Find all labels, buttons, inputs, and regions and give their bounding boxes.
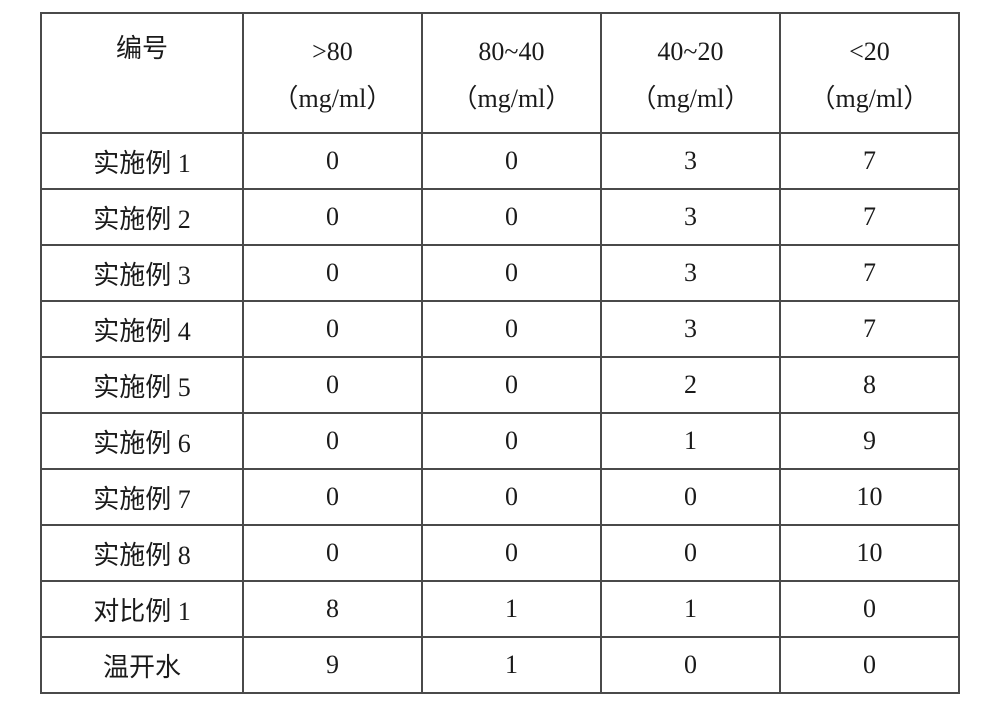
table-row: 对比例 1 8 1 1 0	[41, 581, 959, 637]
cell-value: 10	[780, 469, 959, 525]
cell-value: 2	[601, 357, 780, 413]
cell-value: 7	[780, 245, 959, 301]
cell-label: 对比例 1	[41, 581, 243, 637]
cell-value: 0	[422, 357, 601, 413]
cell-label: 实施例 7	[41, 469, 243, 525]
cell-value: 8	[243, 581, 422, 637]
cell-value: 0	[422, 189, 601, 245]
cell-value: 0	[243, 469, 422, 525]
cell-label: 实施例 1	[41, 133, 243, 189]
cell-value: 0	[243, 245, 422, 301]
cell-value: 0	[422, 301, 601, 357]
cell-value: 0	[422, 469, 601, 525]
cell-value: 0	[243, 189, 422, 245]
table-row: 实施例 2 0 0 3 7	[41, 189, 959, 245]
col-header-gt80-unit: （mg/ml）	[273, 84, 393, 113]
table-container: 编号 >80 （mg/ml） 80~40 （mg/ml） 40~20 （mg/m…	[0, 0, 1000, 706]
cell-label: 实施例 3	[41, 245, 243, 301]
cell-value: 3	[601, 245, 780, 301]
col-header-lt20: <20 （mg/ml）	[780, 13, 959, 133]
cell-value: 0	[243, 301, 422, 357]
cell-value: 0	[243, 357, 422, 413]
col-header-gt80: >80 （mg/ml）	[243, 13, 422, 133]
cell-value: 3	[601, 301, 780, 357]
col-header-80-40: 80~40 （mg/ml）	[422, 13, 601, 133]
cell-value: 0	[422, 133, 601, 189]
cell-value: 0	[601, 469, 780, 525]
table-row: 实施例 3 0 0 3 7	[41, 245, 959, 301]
cell-value: 7	[780, 189, 959, 245]
cell-value: 7	[780, 133, 959, 189]
table-row: 实施例 8 0 0 0 10	[41, 525, 959, 581]
col-header-80-40-label: 80~40	[478, 37, 544, 66]
table-row: 实施例 5 0 0 2 8	[41, 357, 959, 413]
col-header-40-20: 40~20 （mg/ml）	[601, 13, 780, 133]
col-header-80-40-unit: （mg/ml）	[452, 84, 572, 113]
cell-value: 7	[780, 301, 959, 357]
cell-value: 0	[243, 133, 422, 189]
cell-value: 0	[601, 525, 780, 581]
cell-value: 0	[243, 413, 422, 469]
cell-value: 0	[422, 245, 601, 301]
cell-value: 9	[243, 637, 422, 693]
cell-value: 9	[780, 413, 959, 469]
table-row: 实施例 4 0 0 3 7	[41, 301, 959, 357]
cell-label: 温开水	[41, 637, 243, 693]
cell-label: 实施例 8	[41, 525, 243, 581]
col-header-lt20-unit: （mg/ml）	[810, 84, 930, 113]
cell-label: 实施例 4	[41, 301, 243, 357]
col-header-gt80-label: >80	[312, 37, 353, 66]
cell-label: 实施例 5	[41, 357, 243, 413]
cell-value: 0	[601, 637, 780, 693]
cell-value: 3	[601, 133, 780, 189]
table-row: 实施例 6 0 0 1 9	[41, 413, 959, 469]
cell-value: 1	[601, 413, 780, 469]
cell-value: 8	[780, 357, 959, 413]
table-row: 实施例 1 0 0 3 7	[41, 133, 959, 189]
col-header-lt20-label: <20	[849, 37, 890, 66]
cell-value: 0	[422, 525, 601, 581]
cell-value: 1	[422, 637, 601, 693]
cell-value: 1	[422, 581, 601, 637]
cell-value: 10	[780, 525, 959, 581]
table-row: 实施例 7 0 0 0 10	[41, 469, 959, 525]
cell-label: 实施例 6	[41, 413, 243, 469]
cell-value: 0	[780, 581, 959, 637]
cell-value: 0	[422, 413, 601, 469]
cell-label: 实施例 2	[41, 189, 243, 245]
data-table: 编号 >80 （mg/ml） 80~40 （mg/ml） 40~20 （mg/m…	[40, 12, 960, 694]
col-header-id: 编号	[41, 13, 243, 133]
table-row: 温开水 9 1 0 0	[41, 637, 959, 693]
table-header-row: 编号 >80 （mg/ml） 80~40 （mg/ml） 40~20 （mg/m…	[41, 13, 959, 133]
cell-value: 1	[601, 581, 780, 637]
col-header-40-20-label: 40~20	[657, 37, 723, 66]
cell-value: 3	[601, 189, 780, 245]
cell-value: 0	[780, 637, 959, 693]
cell-value: 0	[243, 525, 422, 581]
col-header-40-20-unit: （mg/ml）	[631, 84, 751, 113]
